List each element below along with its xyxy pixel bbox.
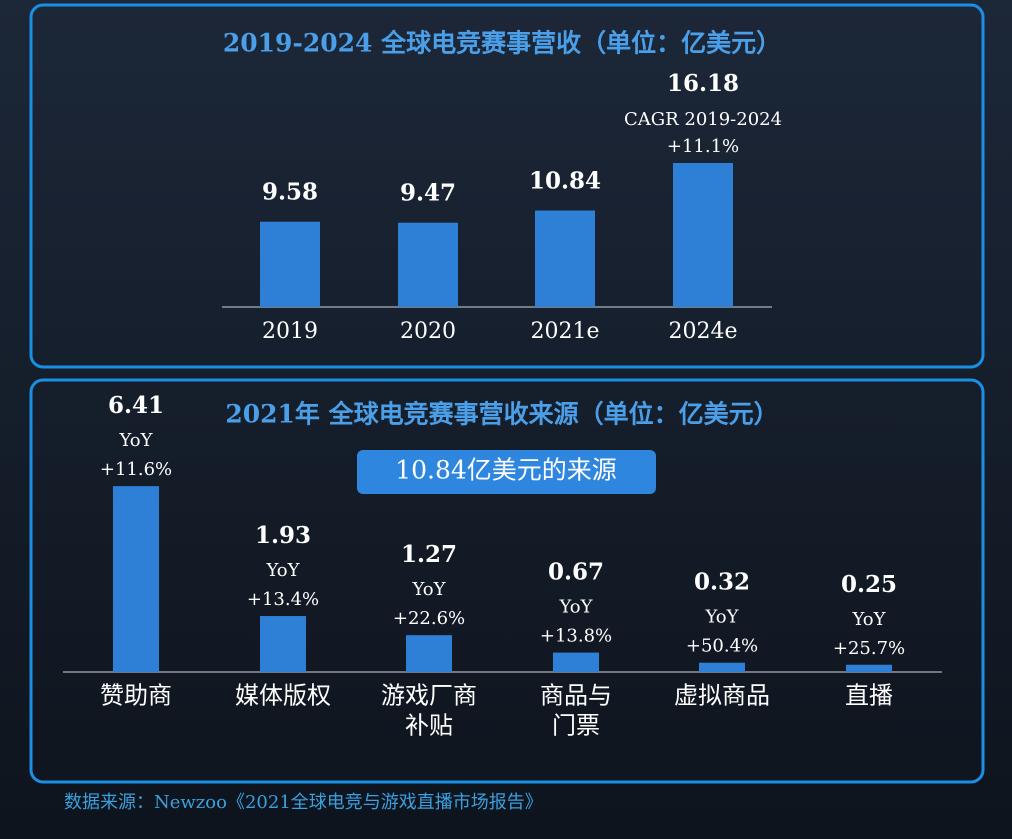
growth-label: +22.6% [393, 608, 465, 629]
x-tick-label: 赞助商 [100, 682, 172, 710]
bar [535, 210, 595, 307]
chart-title: 2019-2024 全球电竞赛事营收（单位：亿美元） [223, 29, 781, 58]
x-tick-label: 2021e [530, 319, 599, 344]
x-tick-label: 补贴 [405, 712, 453, 740]
x-tick-label: 媒体版权 [235, 682, 331, 710]
x-tick-label: 2024e [668, 319, 737, 344]
bar [406, 635, 452, 672]
growth-name: YoY [118, 430, 153, 451]
chart-title: 2021年 全球电竞赛事营收来源（单位：亿美元） [225, 400, 778, 429]
growth-label: +11.6% [100, 459, 172, 480]
value-label: 6.41 [108, 392, 164, 419]
bar [846, 664, 892, 672]
value-label: 0.32 [694, 569, 750, 596]
value-label: 10.84 [529, 168, 601, 195]
growth-name: YoY [411, 579, 446, 600]
growth-name: YoY [704, 607, 739, 628]
growth-name: YoY [265, 560, 300, 581]
bar [699, 662, 745, 672]
annotation: +11.1% [667, 136, 739, 157]
x-tick-label: 商品与 [540, 682, 612, 710]
subtitle-badge [357, 450, 656, 494]
value-label: 16.18 [667, 70, 739, 97]
x-tick-label: 2020 [400, 319, 456, 344]
panel [29, 3, 985, 369]
annotation: CAGR 2019-2024 [624, 109, 782, 130]
panel [29, 378, 985, 784]
bar [260, 616, 306, 672]
bar [260, 221, 320, 307]
value-label: 0.67 [548, 559, 604, 586]
x-tick-label: 游戏厂商 [381, 682, 477, 710]
growth-name: YoY [851, 609, 886, 630]
value-label: 9.58 [262, 179, 318, 206]
x-tick-label: 虚拟商品 [674, 682, 770, 710]
value-label: 9.47 [400, 180, 456, 207]
growth-name: YoY [558, 597, 593, 618]
bar [398, 222, 458, 307]
bar [553, 652, 599, 672]
value-label: 1.93 [255, 522, 311, 549]
growth-label: +50.4% [686, 636, 758, 657]
subtitle: 10.84亿美元的来源 [395, 456, 617, 485]
x-tick-label: 2019 [262, 319, 318, 344]
x-tick-label: 门票 [552, 712, 600, 740]
value-label: 1.27 [401, 541, 457, 568]
source: 数据来源：Newzoo《2021全球电竞与游戏直播市场报告》 [64, 792, 543, 813]
growth-label: +13.4% [247, 589, 319, 610]
bar [113, 486, 159, 672]
growth-label: +25.7% [833, 638, 905, 659]
growth-label: +13.8% [540, 626, 612, 647]
value-label: 0.25 [841, 571, 897, 598]
x-tick-label: 直播 [845, 682, 893, 710]
bar [673, 162, 733, 307]
